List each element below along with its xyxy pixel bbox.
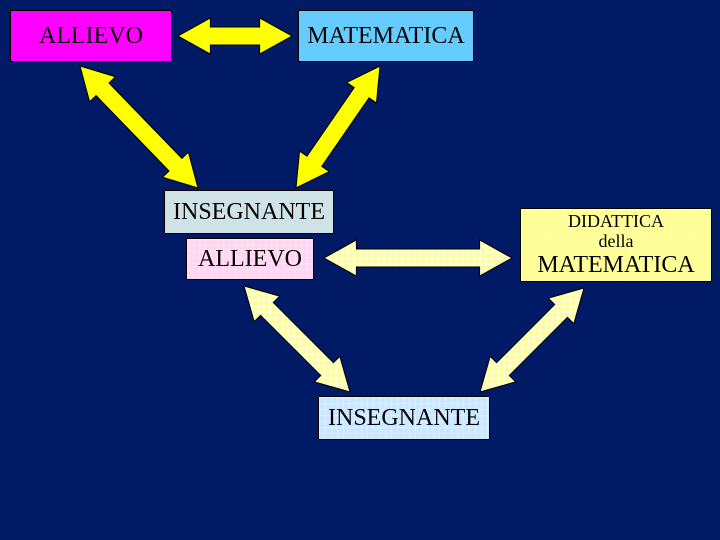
arrow-a1 <box>178 18 292 54</box>
node-label: INSEGNANTE <box>173 199 325 225</box>
node-allievo-mid: ALLIEVO <box>186 238 314 280</box>
arrow-a2 <box>80 66 198 188</box>
node-label: INSEGNANTE <box>328 405 480 431</box>
arrow-a6 <box>480 288 584 392</box>
diagram-canvas: ALLIEVO MATEMATICA INSEGNANTE ALLIEVO DIDATT… <box>0 0 720 540</box>
arrow-a5 <box>244 286 350 392</box>
node-didattica: DIDATTICAdellaMATEMATICA <box>520 208 712 282</box>
node-label: ALLIEVO <box>39 23 143 49</box>
node-allievo-top: ALLIEVO <box>10 10 172 62</box>
node-insegnante-mid: INSEGNANTE <box>164 190 334 234</box>
arrow-a4 <box>324 240 512 276</box>
node-label-line3: MATEMATICA <box>537 252 694 278</box>
node-matematica-top: MATEMATICA <box>298 10 474 62</box>
node-label: ALLIEVO <box>198 246 302 272</box>
node-insegnante-bot: INSEGNANTE <box>318 396 490 440</box>
node-label-line2: della <box>599 232 634 252</box>
node-label-line1: DIDATTICA <box>568 212 664 232</box>
node-label: MATEMATICA <box>307 23 464 49</box>
arrow-a3 <box>296 66 380 188</box>
